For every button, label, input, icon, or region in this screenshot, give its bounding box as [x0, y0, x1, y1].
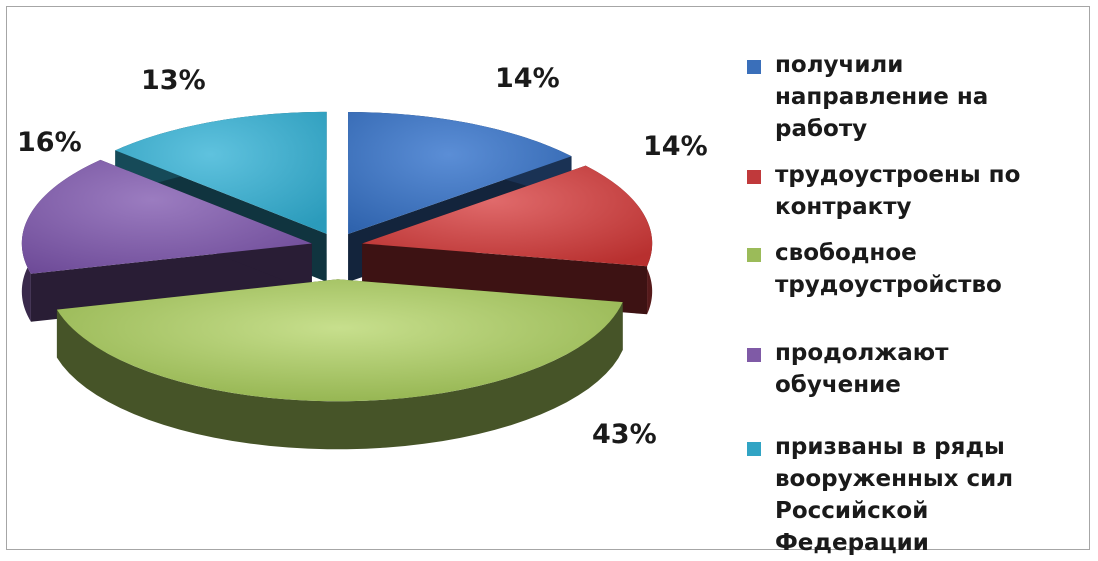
legend-swatch — [747, 442, 761, 456]
slice-studying — [21, 159, 312, 322]
label-directed: 14% — [495, 63, 560, 94]
legend-label: получили направление на работу — [775, 52, 989, 142]
legend-item-directed: получили направление на работу — [743, 49, 1043, 145]
legend-label: трудоустроены по контракту — [775, 162, 1021, 220]
legend-swatch — [747, 60, 761, 74]
legend-label: продолжают обучение — [775, 340, 949, 398]
legend-label: свободное трудоустройство — [775, 240, 1002, 298]
chart-frame: 14% 14% 43% 16% 13% получили направление на … — [6, 6, 1090, 556]
label-free-employment: 43% — [592, 419, 657, 450]
legend-item-army: призваны в ряды вооруженных сил Российск… — [743, 431, 1043, 559]
legend-swatch — [747, 348, 761, 362]
pie-chart: 14% 14% 43% 16% 13% — [17, 63, 708, 450]
legend-item-studying: продолжают обучение — [743, 337, 1043, 401]
legend-item-contract: трудоустроены по контракту — [743, 159, 1043, 223]
legend-swatch — [747, 248, 761, 262]
legend: получили направление на работу трудоустро… — [743, 49, 1043, 559]
label-studying: 16% — [17, 127, 82, 158]
legend-swatch — [747, 170, 761, 184]
legend-label: призваны в ряды вооруженных сил Российск… — [775, 434, 1014, 556]
legend-item-free-employment: свободное трудоустройство — [743, 237, 1043, 301]
label-contract: 14% — [643, 131, 708, 162]
label-army: 13% — [141, 65, 206, 96]
slice-free-employment — [56, 279, 623, 450]
